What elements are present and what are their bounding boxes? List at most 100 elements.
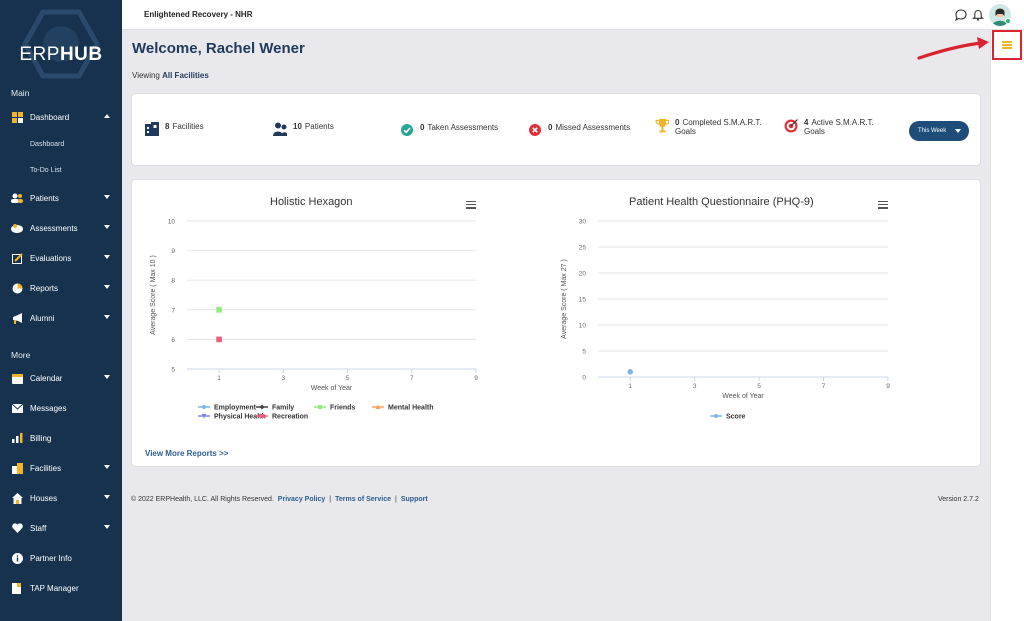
sidebar-item-label: Houses xyxy=(30,493,58,503)
sidebar-item-billing[interactable]: Billing xyxy=(0,426,122,450)
stat-label: Patients xyxy=(304,122,334,131)
stat-active-goals: 4 Active S.M.A.R.T. Goals xyxy=(784,118,894,136)
sidebar-item-label: Assessments xyxy=(30,223,78,233)
edit-icon xyxy=(11,252,23,264)
y-tick-label: 8 xyxy=(171,278,175,285)
envelope-icon xyxy=(11,402,23,414)
viewing-value[interactable]: All Facilities xyxy=(162,71,209,80)
sidebar-item-label: TAP Manager xyxy=(30,583,79,593)
legend-marker xyxy=(201,414,207,419)
sidebar-item-label: Billing xyxy=(30,433,52,443)
sidebar-item-patients[interactable]: Patients xyxy=(0,186,122,210)
legend-marker xyxy=(318,405,322,409)
x-axis-title: Week of Year xyxy=(722,393,764,400)
terms-of-service-link[interactable]: Terms of Service xyxy=(335,496,392,503)
stat-count: 0 xyxy=(420,123,425,132)
privacy-policy-link[interactable]: Privacy Policy xyxy=(277,496,326,503)
charts-card: Holistic Hexagon 5 6 7 8 9 10 1 3 5 7 9 Week of Yea… xyxy=(131,179,981,467)
bar-chart-icon xyxy=(11,432,23,444)
divider: | xyxy=(329,496,332,503)
y-tick-label: 10 xyxy=(579,323,587,330)
dashboard-icon xyxy=(11,111,23,123)
stat-count: 8 xyxy=(165,122,170,131)
sidebar-item-reports[interactable]: Reports xyxy=(0,276,122,300)
assessments-icon xyxy=(11,222,23,234)
stat-count: 0 xyxy=(548,123,553,132)
view-more-reports-link[interactable]: View More Reports >> xyxy=(145,449,229,458)
sidebar-item-alumni[interactable]: Alumni xyxy=(0,306,122,330)
trophy-icon xyxy=(655,118,669,132)
stat-label: Missed Assessments xyxy=(555,123,631,132)
sidebar-item-messages[interactable]: Messages xyxy=(0,396,122,420)
footer: © 2022 ERPHealth, LLC. All Rights Reserv… xyxy=(131,496,428,503)
y-tick-label: 5 xyxy=(171,367,175,374)
period-dropdown[interactable]: This Week xyxy=(909,121,969,141)
y-tick-label: 25 xyxy=(579,245,587,252)
y-tick-label: 0 xyxy=(582,375,586,382)
sidebar-item-dashboard[interactable]: Dashboard xyxy=(0,105,122,129)
legend-label: Mental Health xyxy=(388,405,434,412)
document-icon xyxy=(11,582,23,594)
stat-count: 0 xyxy=(675,118,680,127)
y-tick-label: 9 xyxy=(171,248,175,255)
sidebar-section-more: More xyxy=(11,350,31,360)
hamburger-menu-icon xyxy=(1002,40,1012,51)
right-rail xyxy=(990,30,1024,621)
sidebar-item-houses[interactable]: Houses xyxy=(0,486,122,510)
sidebar-item-staff[interactable]: Staff xyxy=(0,516,122,540)
sidebar-item-label: Messages xyxy=(30,403,67,413)
y-tick-label: 15 xyxy=(579,297,587,304)
sidebar-subitem-dashboard[interactable]: Dashboard xyxy=(30,141,65,148)
period-dropdown-label: This Week xyxy=(918,128,947,134)
organization-name: Enlightened Recovery - NHR xyxy=(144,10,253,19)
sidebar-item-evaluations[interactable]: Evaluations xyxy=(0,246,122,270)
legend-label: Recreation xyxy=(272,414,308,421)
chevron-down-icon xyxy=(104,465,110,469)
chevron-down-icon xyxy=(104,315,110,319)
y-axis-title: Average Score ( Max 27 ) xyxy=(561,259,568,339)
sidebar-subitem-todo-list[interactable]: To-Do List xyxy=(30,167,62,174)
logo[interactable]: ERPHUB xyxy=(0,8,122,80)
x-circle-icon xyxy=(528,123,542,137)
legend-marker xyxy=(202,405,206,409)
sidebar-item-partner-info[interactable]: Partner Info xyxy=(0,546,122,570)
sidebar-item-label: Staff xyxy=(30,523,47,533)
sidebar-item-calendar[interactable]: Calendar xyxy=(0,366,122,390)
chart-menu-icon[interactable] xyxy=(878,199,888,210)
chevron-down-icon xyxy=(104,375,110,379)
x-tick-label: 3 xyxy=(693,383,697,390)
x-tick-label: 1 xyxy=(217,375,221,382)
x-tick-label: 9 xyxy=(474,375,478,382)
stat-text: 4 Active S.M.A.R.T. Goals xyxy=(804,118,894,136)
viewing-scope: Viewing All Facilities xyxy=(132,71,209,80)
stat-facilities: 8 Facilities xyxy=(145,122,204,136)
chevron-down-icon xyxy=(955,129,961,133)
chevron-down-icon xyxy=(104,195,110,199)
chat-icon[interactable] xyxy=(955,8,967,22)
sidebar-item-label: Reports xyxy=(30,283,59,293)
y-tick-label: 20 xyxy=(579,271,587,278)
chart-title-phq9: Patient Health Questionnaire (PHQ-9) xyxy=(629,196,814,208)
hospital-icon xyxy=(145,122,159,136)
x-tick-label: 7 xyxy=(822,383,826,390)
stats-card: 8 Facilities 10 Patients 0 Taken Assessm… xyxy=(131,93,981,166)
chart-menu-icon[interactable] xyxy=(466,199,476,210)
x-tick-label: 5 xyxy=(757,383,761,390)
sidebar-item-tap-manager[interactable]: TAP Manager xyxy=(0,576,122,600)
stat-taken-assessments: 0 Taken Assessments xyxy=(400,123,498,137)
sidebar-item-assessments[interactable]: Assessments xyxy=(0,216,122,240)
sidebar-item-label: Dashboard xyxy=(30,112,70,122)
page-title: Welcome, Rachel Wener xyxy=(132,40,305,57)
right-menu-button[interactable] xyxy=(992,30,1022,60)
x-tick-label: 9 xyxy=(886,383,890,390)
legend-marker xyxy=(714,414,718,418)
legend-label: Family xyxy=(272,405,294,412)
y-axis-title: Average Score ( Max 10 ) xyxy=(150,255,157,335)
chevron-down-icon xyxy=(104,495,110,499)
sidebar-item-label: Evaluations xyxy=(30,253,72,263)
info-icon xyxy=(11,552,23,564)
x-axis-title: Week of Year xyxy=(311,385,353,392)
support-link[interactable]: Support xyxy=(400,496,428,503)
sidebar-item-facilities[interactable]: Facilities xyxy=(0,456,122,480)
bell-icon[interactable] xyxy=(972,8,984,21)
